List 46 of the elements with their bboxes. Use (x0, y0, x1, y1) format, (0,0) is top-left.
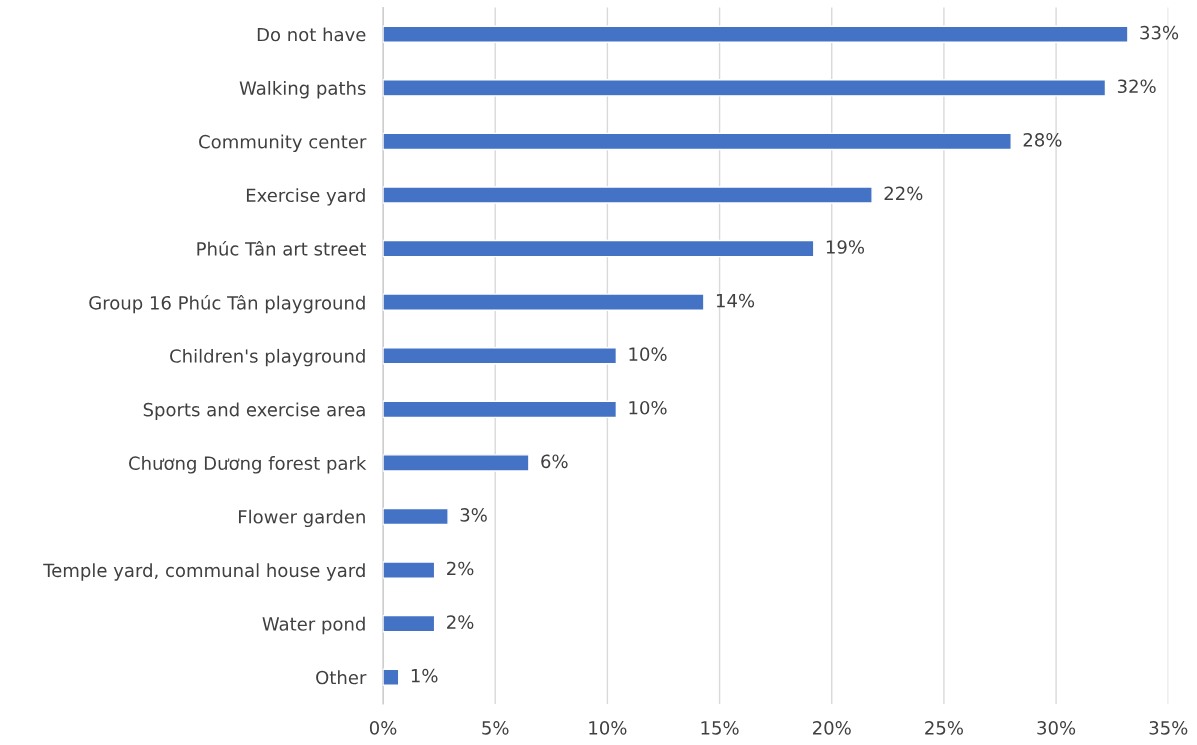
x-tick-label: 5% (482, 721, 509, 735)
x-tick-label: 10% (589, 721, 627, 735)
data-label: 2% (447, 615, 474, 629)
y-tick-label: Chương Dương forest park (129, 456, 367, 474)
data-label: 10% (629, 400, 667, 415)
x-tick-label: 35% (1149, 721, 1188, 735)
bar (383, 561, 436, 579)
bar (383, 507, 449, 526)
y-tick-label: Water pond (262, 616, 365, 635)
x-tick-label: 25% (925, 721, 963, 735)
y-tick-label: Walking paths (239, 80, 366, 99)
y-tick-label: Exercise yard (246, 188, 365, 206)
bar (383, 132, 1012, 151)
y-tick-label: Other (316, 670, 367, 685)
bar (383, 79, 1107, 97)
data-label: 22% (884, 186, 923, 201)
bar (383, 614, 436, 633)
bar (383, 239, 815, 258)
y-tick-label: Phúc Tân art street (197, 240, 366, 256)
y-tick-label: Do not have (257, 27, 366, 42)
data-label: 10% (629, 347, 667, 361)
x-tick-label: 20% (813, 721, 851, 735)
bar (383, 347, 618, 365)
y-tick-label: Children's playground (170, 348, 365, 367)
bar (383, 454, 530, 472)
x-tick-label: 15% (701, 721, 739, 735)
y-tick-label: Sports and exercise area (143, 402, 365, 420)
bar (383, 400, 618, 419)
data-label: 14% (716, 293, 755, 308)
data-label: 32% (1117, 79, 1156, 94)
data-label: 3% (460, 508, 487, 522)
bar (383, 25, 1129, 43)
bar (383, 186, 873, 204)
y-tick-label: Community center (199, 134, 367, 153)
y-tick-label: Temple yard, communal house yard (43, 563, 365, 581)
data-label: 1% (411, 668, 438, 683)
data-label: 33% (1140, 25, 1179, 40)
x-tick-label: 0% (369, 721, 397, 735)
data-label: 6% (541, 454, 568, 469)
data-label: 2% (447, 561, 474, 576)
x-tick-label: 30% (1037, 721, 1076, 735)
bar (383, 293, 705, 311)
data-label: 28% (1023, 132, 1062, 147)
y-tick-label: Group 16 Phúc Tân playground (89, 294, 365, 314)
y-tick-label: Flower garden (239, 509, 365, 528)
data-label: 19% (826, 240, 865, 254)
